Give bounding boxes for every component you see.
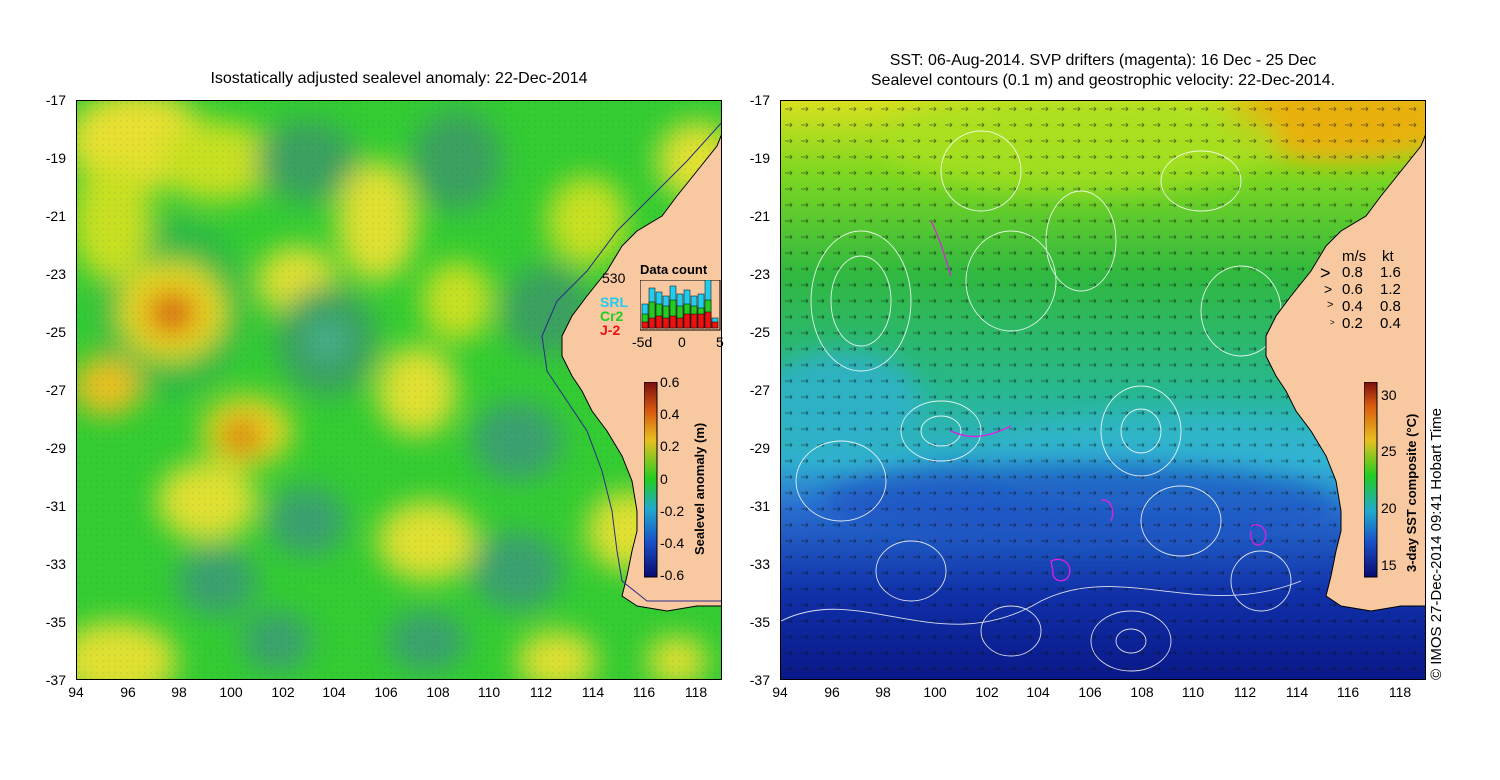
sl-cbar-tick-0.4: 0.4 (660, 406, 680, 422)
speed-arrow-icon: > (1330, 318, 1335, 327)
right-lat-tick: -31 (749, 498, 770, 514)
left-lat-tick: -17 (45, 92, 66, 108)
right-lat-tick: -21 (749, 208, 770, 224)
speed-legend-kt-header: kt (1382, 248, 1394, 265)
left-lon-tick: 106 (374, 684, 398, 700)
histogram-bars (641, 280, 719, 329)
sst-map[interactable] (780, 100, 1426, 680)
left-lat-tick: -27 (45, 382, 66, 398)
right-lon-tick: 96 (824, 684, 840, 700)
sst-field (781, 101, 1425, 679)
right-lat-tick: -23 (749, 266, 770, 282)
left-lat-tick: -23 (45, 266, 66, 282)
left-lon-tick: 116 (632, 684, 656, 700)
left-lon-tick: 94 (68, 684, 84, 700)
right-lat-tick: -29 (749, 440, 770, 456)
speed-arrow-icon: > (1327, 299, 1334, 311)
left-lat-tick: -21 (45, 208, 66, 224)
sst-cbar-tick-30: 30 (1381, 387, 1397, 403)
left-lon-tick: 100 (219, 684, 243, 700)
right-lon-tick: 94 (772, 684, 788, 700)
australia-landmass-sst (1265, 134, 1425, 612)
left-lon-tick: 114 (581, 684, 605, 700)
right-lon-tick: 112 (1233, 684, 1257, 700)
sl-cbar-tick-m0.6: -0.6 (660, 567, 685, 583)
speed-ms: 0.6 (1342, 281, 1363, 298)
left-lon-tick: 112 (529, 684, 553, 700)
left-lat-tick: -19 (45, 150, 66, 166)
sst-cbar-tick-25: 25 (1381, 443, 1397, 459)
legend-j2: J-2 (600, 322, 621, 338)
sl-cbar-tick-m0.4: -0.4 (660, 535, 685, 551)
left-lat-tick: -33 (45, 556, 66, 572)
speed-arrow-icon: > (1320, 263, 1331, 283)
right-lat-tick: -25 (749, 324, 770, 340)
right-lon-tick: 106 (1078, 684, 1102, 700)
sealevel-anomaly-field (77, 101, 721, 679)
sl-cbar-tick-0.6: 0.6 (660, 374, 680, 390)
left-lon-tick: 102 (271, 684, 295, 700)
legend-srl: SRL (600, 294, 628, 310)
speed-legend-ms-header: m/s (1342, 248, 1367, 265)
left-lat-tick: -29 (45, 440, 66, 456)
sealevel-colorbar (644, 382, 658, 578)
imos-credit: © IMOS 27-Dec-2014 09:41 Hobart Time (1428, 407, 1445, 680)
left-lat-tick: -35 (45, 614, 66, 630)
sl-cbar-tick-0: 0 (660, 471, 668, 487)
right-lat-tick: -33 (749, 556, 770, 572)
left-lat-tick: -37 (45, 672, 66, 688)
legend-cr2: Cr2 (600, 308, 624, 324)
left-lon-tick: 110 (477, 684, 501, 700)
right-lon-tick: 118 (1388, 684, 1412, 700)
sst-cbar-tick-15: 15 (1381, 557, 1397, 573)
right-lat-tick: -27 (749, 382, 770, 398)
speed-ms: 0.8 (1342, 264, 1363, 281)
speed-arrow-icon: > (1324, 281, 1333, 297)
speed-ms: 0.2 (1342, 315, 1363, 332)
speed-ms: 0.4 (1342, 298, 1363, 315)
right-lat-tick: -19 (749, 150, 770, 166)
hist-tick-0: 0 (678, 334, 686, 350)
sst-cbar-label: 3-day SST composite (°C) (1404, 413, 1419, 572)
depth-contour (541, 122, 721, 602)
right-panel-title-line2: Sealevel contours (0.1 m) and geostrophi… (870, 72, 1336, 89)
svp-drifter-tracks (930, 220, 1267, 582)
right-lon-tick: 98 (875, 684, 891, 700)
data-count-title: Data count (640, 262, 708, 277)
right-lon-tick: 100 (923, 684, 947, 700)
left-lon-tick: 118 (684, 684, 708, 700)
hist-tick-minus5d: -5d (632, 334, 653, 350)
left-lon-tick: 98 (171, 684, 187, 700)
sl-cbar-label: Sealevel anomaly (m) (692, 422, 707, 555)
sl-cbar-tick-m0.2: -0.2 (660, 503, 685, 519)
sst-cbar-tick-20: 20 (1381, 500, 1397, 516)
speed-kt: 1.6 (1380, 264, 1401, 281)
right-lat-tick: -17 (749, 92, 770, 108)
hist-tick-5: 5 (716, 334, 724, 350)
left-lon-tick: 108 (426, 684, 450, 700)
right-panel-title-line1: SST: 06-Aug-2014. SVP drifters (magenta)… (889, 52, 1317, 69)
right-lon-tick: 108 (1130, 684, 1154, 700)
speed-kt: 0.4 (1380, 315, 1401, 332)
right-lat-tick: -35 (749, 614, 770, 630)
data-count-max: 530 (602, 270, 626, 286)
left-lon-tick: 104 (322, 684, 346, 700)
speed-kt: 0.8 (1380, 298, 1401, 315)
left-lat-tick: -25 (45, 324, 66, 340)
right-lat-tick: -37 (749, 672, 770, 688)
right-lon-tick: 104 (1026, 684, 1050, 700)
left-panel-title: Isostatically adjusted sealevel anomaly:… (210, 70, 588, 87)
sealevel-anomaly-map[interactable] (76, 100, 722, 680)
left-lon-tick: 96 (120, 684, 136, 700)
speed-kt: 1.2 (1380, 281, 1401, 298)
right-lon-tick: 102 (975, 684, 999, 700)
right-lon-tick: 116 (1336, 684, 1360, 700)
right-lon-tick: 114 (1285, 684, 1309, 700)
right-lon-tick: 110 (1181, 684, 1205, 700)
sl-cbar-tick-0.2: 0.2 (660, 438, 680, 454)
sst-colorbar (1364, 382, 1378, 578)
left-lat-tick: -31 (45, 498, 66, 514)
australia-landmass (561, 134, 721, 612)
data-count-histogram (640, 280, 721, 331)
